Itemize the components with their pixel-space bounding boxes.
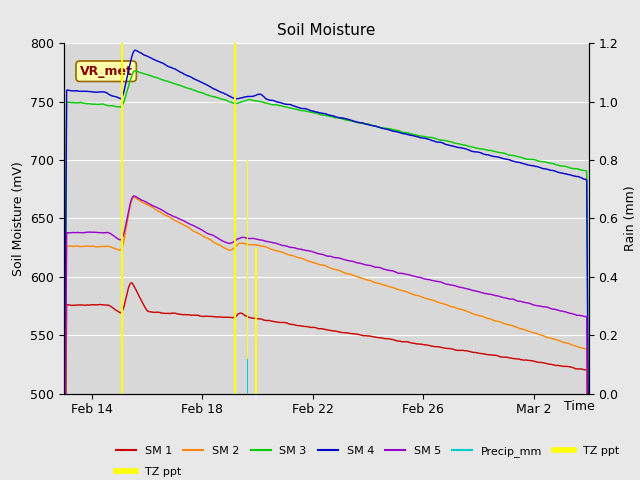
Bar bbox=[256, 248, 257, 394]
Bar bbox=[255, 248, 256, 394]
Bar bbox=[122, 43, 123, 394]
Y-axis label: Rain (mm): Rain (mm) bbox=[624, 186, 637, 251]
Bar bbox=[121, 43, 122, 394]
Legend: TZ ppt: TZ ppt bbox=[111, 462, 186, 480]
Bar bbox=[234, 43, 235, 394]
Title: Soil Moisture: Soil Moisture bbox=[277, 23, 376, 38]
Bar bbox=[235, 43, 236, 394]
Y-axis label: Soil Moisture (mV): Soil Moisture (mV) bbox=[12, 161, 25, 276]
Text: Time: Time bbox=[564, 400, 595, 413]
Text: VR_met: VR_met bbox=[80, 65, 132, 78]
Bar bbox=[247, 160, 248, 394]
